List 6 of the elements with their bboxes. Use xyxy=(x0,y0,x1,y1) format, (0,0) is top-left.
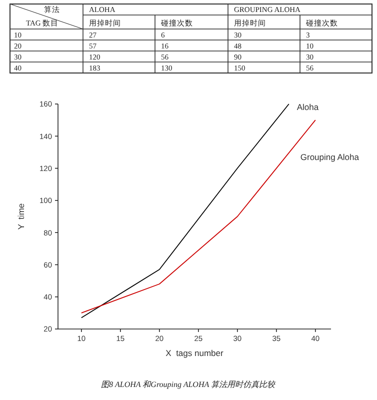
series-label: Aloha xyxy=(296,102,319,112)
series-label: Grouping Aloha xyxy=(300,152,360,162)
x-axis-title: X tags number xyxy=(166,348,224,358)
caption: 图8 ALOHA 和Grouping ALOHA 算法用时仿真比较 xyxy=(101,380,276,389)
line-series xyxy=(80,104,290,318)
y-axis-title: Y time xyxy=(16,203,26,230)
